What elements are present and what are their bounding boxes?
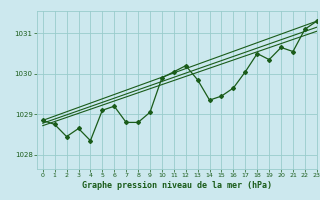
X-axis label: Graphe pression niveau de la mer (hPa): Graphe pression niveau de la mer (hPa) — [82, 181, 272, 190]
